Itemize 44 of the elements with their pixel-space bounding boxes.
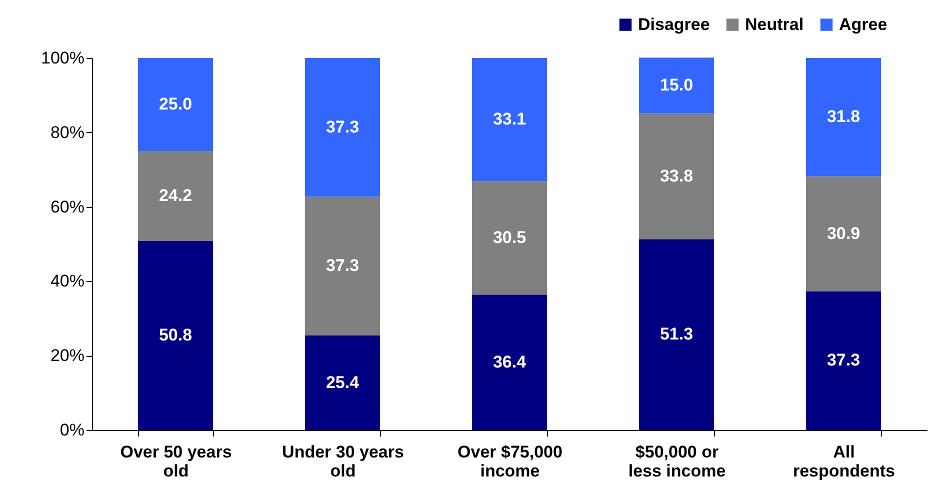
- bar: [806, 291, 882, 430]
- y-tick-label: 40%: [50, 272, 84, 291]
- data-label: 33.1: [492, 110, 526, 129]
- data-label: 25.0: [158, 94, 192, 114]
- bar: [806, 58, 882, 176]
- legend-label: Neutral: [745, 14, 804, 34]
- x-tick-label: Over $75,000 income: [458, 442, 562, 480]
- bar: [638, 239, 714, 430]
- data-label: 30.9: [826, 224, 860, 243]
- data-label: 33.8: [660, 166, 694, 186]
- bar: [806, 176, 882, 292]
- y-tick-label: 0%: [60, 420, 84, 440]
- bar: [638, 58, 714, 114]
- bar: [304, 58, 380, 197]
- y-tick-label: 80%: [50, 122, 84, 142]
- legend-label: Disagree: [638, 14, 710, 34]
- bar: [472, 181, 548, 295]
- bar: [304, 196, 380, 336]
- y-tick-label: 20%: [50, 346, 84, 366]
- bar: [472, 294, 548, 430]
- data-label: 50.8: [158, 326, 192, 345]
- x-tick-label: $50,000 or less income: [628, 442, 726, 480]
- x-tick-label: Under 30 years old: [282, 442, 404, 480]
- y-tick-label: 100%: [41, 48, 84, 68]
- data-label: 15.0: [660, 76, 694, 95]
- data-label: 31.8: [826, 107, 860, 126]
- data-label: 37.3: [326, 117, 360, 136]
- bar: [304, 336, 380, 430]
- bar: [472, 58, 548, 182]
- data-label: 25.4: [326, 372, 360, 392]
- legend-label: Agree: [839, 14, 888, 34]
- bar: [138, 151, 214, 242]
- bar: [638, 113, 714, 240]
- data-label: 37.3: [326, 256, 360, 276]
- x-tick-label: All respondents: [792, 442, 896, 480]
- data-label: 36.4: [492, 352, 527, 372]
- bar: [138, 241, 214, 430]
- data-label: 51.3: [660, 324, 694, 344]
- x-tick-label: Over 50 years old: [120, 442, 232, 480]
- bar: [138, 58, 214, 151]
- y-tick-label: 60%: [50, 197, 84, 216]
- data-label: 30.5: [492, 228, 526, 247]
- data-label: 24.2: [158, 186, 192, 206]
- data-label: 37.3: [826, 350, 860, 370]
